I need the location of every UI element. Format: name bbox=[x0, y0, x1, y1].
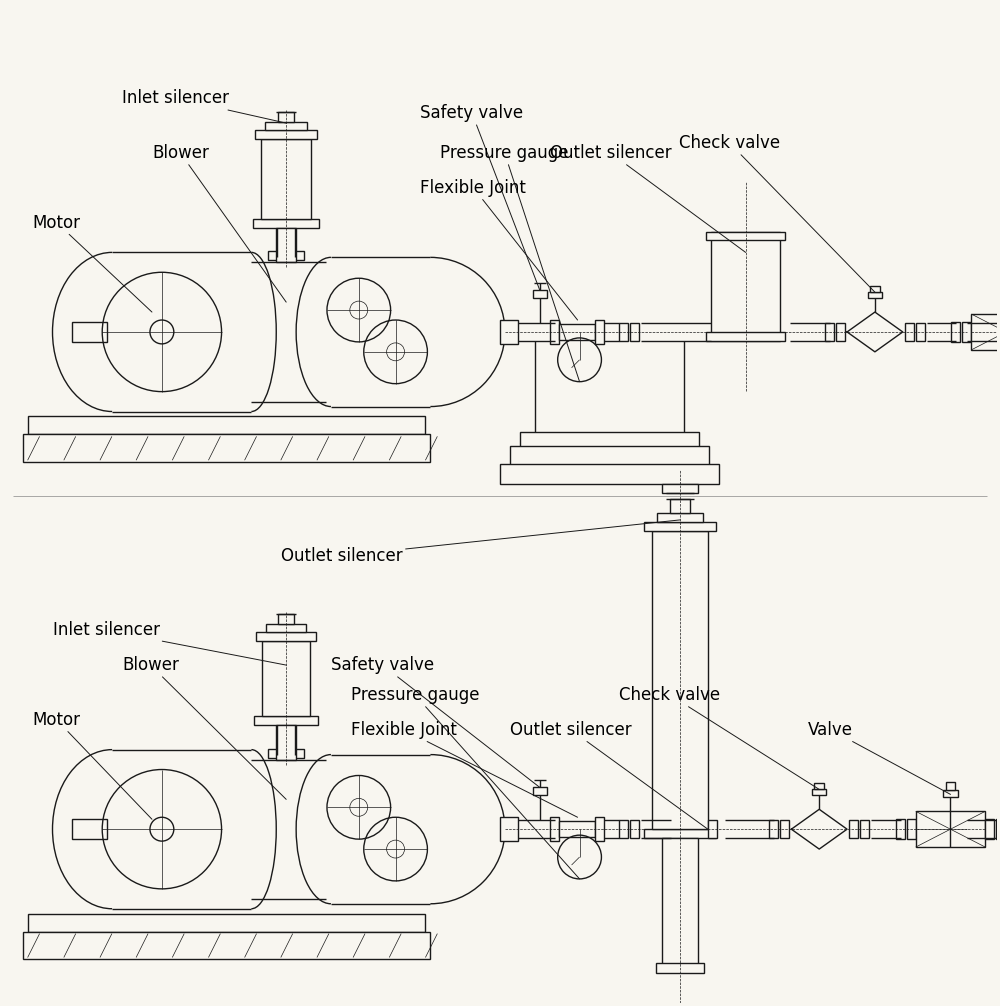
Bar bbox=[951, 322, 960, 342]
Bar bbox=[500, 464, 719, 484]
Bar bbox=[278, 113, 294, 122]
Bar bbox=[276, 724, 296, 760]
Bar bbox=[870, 286, 880, 292]
Text: Flexible Joint: Flexible Joint bbox=[420, 179, 578, 320]
Bar bbox=[559, 324, 595, 340]
Text: Motor: Motor bbox=[33, 213, 152, 312]
Bar bbox=[670, 499, 690, 513]
Bar bbox=[500, 320, 518, 344]
Bar bbox=[72, 322, 107, 342]
Bar bbox=[652, 531, 708, 829]
Bar bbox=[262, 641, 310, 716]
Bar bbox=[711, 231, 780, 341]
Bar bbox=[812, 790, 826, 796]
Bar bbox=[28, 913, 425, 932]
Bar bbox=[255, 130, 317, 139]
Text: Outlet silencer: Outlet silencer bbox=[281, 520, 680, 564]
Bar bbox=[868, 292, 882, 298]
Bar bbox=[996, 819, 1000, 839]
Bar bbox=[662, 484, 698, 493]
Bar bbox=[946, 783, 955, 791]
Bar bbox=[836, 323, 845, 341]
Bar bbox=[971, 314, 1000, 350]
Bar bbox=[916, 323, 925, 341]
Bar bbox=[962, 322, 971, 342]
Bar bbox=[265, 122, 307, 130]
Bar bbox=[533, 788, 547, 796]
Bar bbox=[657, 513, 703, 522]
Bar bbox=[630, 323, 639, 341]
Bar bbox=[500, 817, 518, 841]
Bar bbox=[985, 819, 994, 839]
Bar bbox=[706, 231, 785, 240]
Bar bbox=[706, 332, 785, 341]
Bar bbox=[550, 817, 559, 841]
Bar bbox=[268, 252, 304, 261]
Text: Outlet silencer: Outlet silencer bbox=[510, 720, 708, 829]
Bar bbox=[254, 716, 318, 724]
Text: Flexible Joint: Flexible Joint bbox=[351, 720, 578, 817]
Text: Safety valve: Safety valve bbox=[331, 656, 540, 788]
Bar bbox=[268, 748, 304, 758]
Bar bbox=[769, 820, 778, 838]
Bar bbox=[278, 615, 294, 625]
Bar bbox=[595, 320, 604, 344]
Bar bbox=[943, 791, 958, 798]
Bar bbox=[780, 820, 789, 838]
Bar bbox=[708, 820, 717, 838]
Bar bbox=[559, 821, 595, 837]
Bar bbox=[72, 819, 107, 839]
Bar bbox=[656, 964, 704, 974]
Bar bbox=[595, 817, 604, 841]
Bar bbox=[619, 323, 628, 341]
Text: Pressure gauge: Pressure gauge bbox=[351, 686, 580, 879]
Bar bbox=[905, 323, 914, 341]
Bar bbox=[998, 293, 1000, 300]
Bar bbox=[256, 633, 316, 641]
Text: Check valve: Check valve bbox=[619, 686, 819, 790]
Bar bbox=[520, 433, 699, 449]
Bar bbox=[825, 323, 834, 341]
Text: Pressure gauge: Pressure gauge bbox=[440, 144, 580, 381]
Text: Inlet silencer: Inlet silencer bbox=[122, 90, 286, 123]
Bar bbox=[849, 820, 858, 838]
Bar bbox=[510, 447, 709, 466]
Bar bbox=[533, 290, 547, 298]
Bar bbox=[276, 227, 296, 263]
Bar bbox=[619, 820, 628, 838]
Text: Blower: Blower bbox=[152, 144, 286, 302]
Text: Inlet silencer: Inlet silencer bbox=[53, 622, 286, 665]
Bar bbox=[907, 819, 916, 839]
Bar bbox=[814, 784, 824, 790]
Bar bbox=[896, 819, 905, 839]
Text: Safety valve: Safety valve bbox=[420, 105, 540, 290]
Text: Check valve: Check valve bbox=[679, 134, 875, 292]
Text: Blower: Blower bbox=[122, 656, 286, 800]
Bar bbox=[550, 320, 559, 344]
Text: Outlet silencer: Outlet silencer bbox=[550, 144, 746, 253]
Bar bbox=[630, 820, 639, 838]
Bar bbox=[28, 416, 425, 435]
Bar bbox=[266, 625, 306, 633]
Bar bbox=[644, 829, 716, 838]
Bar bbox=[23, 435, 430, 462]
Bar bbox=[23, 932, 430, 960]
Text: Valve: Valve bbox=[808, 720, 950, 795]
Bar bbox=[662, 838, 698, 966]
Bar bbox=[916, 811, 985, 847]
Text: Motor: Motor bbox=[33, 711, 152, 819]
Bar bbox=[644, 522, 716, 531]
Bar bbox=[860, 820, 869, 838]
Bar bbox=[261, 139, 311, 218]
Bar bbox=[253, 218, 319, 227]
